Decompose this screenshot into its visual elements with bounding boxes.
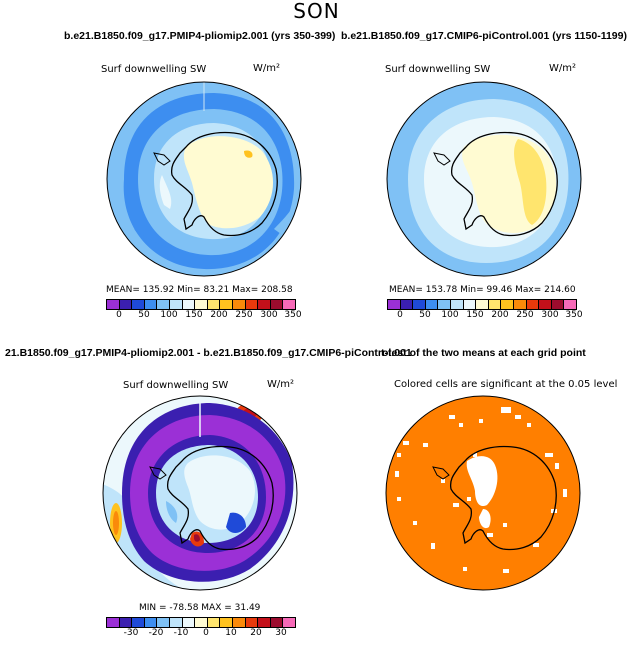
panel3-tick: -20 (148, 628, 164, 638)
season-title: SON (293, 0, 340, 23)
panel3-tick: -10 (173, 628, 189, 638)
panel1-colorbar: 0 50 100 150 200 250 300 350 (106, 299, 302, 322)
panel2-tick: 50 (419, 310, 431, 320)
panel2-label: Surf downwelling SW (385, 64, 491, 75)
panel1-stats: MEAN= 135.92 Min= 83.21 Max= 208.58 (106, 285, 293, 295)
panel1-tick: 300 (260, 310, 278, 320)
panel1-label: Surf downwelling SW (101, 64, 207, 75)
panel3-polar-map (102, 395, 298, 591)
panel1-units: W/m² (253, 63, 281, 74)
panel3-colorbar: -30 -20 -10 0 10 20 30 (106, 617, 296, 640)
panel3-title: 21.B1850.f09_g17.PMIP4-pliomip2.001 - b.… (5, 347, 412, 359)
panel2-polar-map (386, 81, 582, 277)
panel3-colorbar-boxes (106, 617, 296, 628)
panel2-tick: 250 (516, 310, 534, 320)
panel2-tick: 300 (541, 310, 559, 320)
panel2-tick: 100 (441, 310, 459, 320)
panel1-colorbar-boxes (106, 299, 296, 310)
panel2-colorbar-boxes (387, 299, 577, 310)
panel2-title: b.e21.B1850.f09_g17.CMIP6-piControl.001 … (341, 30, 627, 42)
panel3-tick: 20 (250, 628, 262, 638)
panel3-units: W/m² (267, 379, 295, 390)
panel2-units: W/m² (549, 63, 577, 74)
panel3-colorbar-ticks: -30 -20 -10 0 10 20 30 (106, 628, 296, 640)
panel1-tick: 200 (210, 310, 228, 320)
panel2-tick: 150 (466, 310, 484, 320)
panel4-title: t-test of the two means at each grid poi… (381, 347, 586, 359)
panel2-colorbar: 0 50 100 150 200 250 300 350 (387, 299, 583, 322)
panel1-tick: 350 (284, 310, 302, 320)
panel4-label: Colored cells are significant at the 0.0… (394, 379, 618, 390)
panel2-tick: 0 (397, 310, 403, 320)
panel3-label: Surf downwelling SW (123, 380, 229, 391)
panel1-tick: 0 (116, 310, 122, 320)
panel2-stats: MEAN= 153.78 Min= 99.46 Max= 214.60 (389, 285, 576, 295)
panel1-polar-map (106, 81, 302, 277)
panel1-title: b.e21.B1850.f09_g17.PMIP4-pliomip2.001 (… (64, 30, 336, 42)
panel3-tick: 0 (203, 628, 209, 638)
panel3-tick: 30 (275, 628, 287, 638)
panel2-tick: 200 (491, 310, 509, 320)
panel2-tick: 350 (565, 310, 583, 320)
panel4-polar-map (385, 395, 581, 591)
panel1-tick: 250 (235, 310, 253, 320)
panel2-colorbar-ticks: 0 50 100 150 200 250 300 350 (387, 310, 582, 322)
panel3-tick: 10 (225, 628, 237, 638)
panel1-tick: 100 (160, 310, 178, 320)
panel3-tick: -30 (123, 628, 139, 638)
panel1-tick: 50 (138, 310, 150, 320)
panel1-colorbar-ticks: 0 50 100 150 200 250 300 350 (106, 310, 301, 322)
panel3-stats: MIN = -78.58 MAX = 31.49 (139, 603, 261, 613)
panel1-tick: 150 (185, 310, 203, 320)
